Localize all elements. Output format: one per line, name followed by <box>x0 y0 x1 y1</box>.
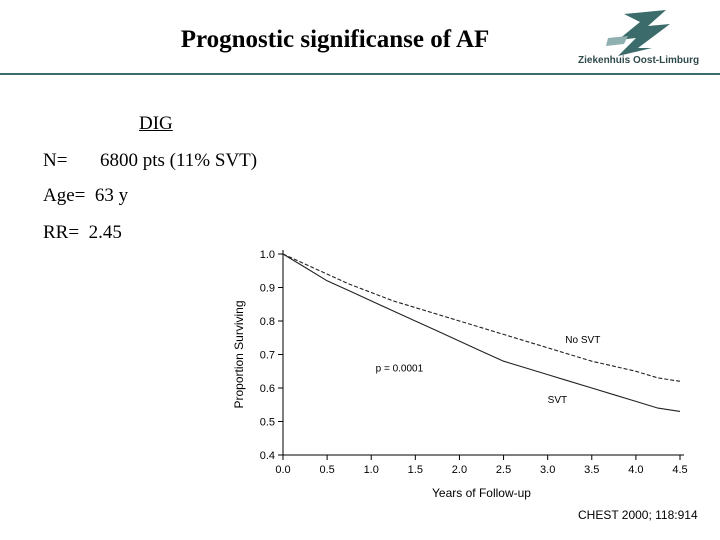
stat-rr: RR= 2.45 <box>43 222 122 244</box>
x-tick-label: 2.5 <box>496 464 511 476</box>
x-tick-label: 3.0 <box>540 464 555 476</box>
stat-age: Age= 63 y <box>43 185 128 207</box>
stat-age-value: 63 y <box>94 185 129 206</box>
study-name: DIG <box>139 113 173 134</box>
p-value-annotation: p = 0.0001 <box>376 363 424 374</box>
series-label-no-svt: No SVT <box>565 335 600 346</box>
x-tick-label: 0.5 <box>319 464 334 476</box>
stat-n-value: 6800 pts (11% SVT) <box>100 150 258 171</box>
logo-name: Ziekenhuis Oost-Limburg <box>578 55 700 66</box>
series-line-no-svt <box>282 253 681 382</box>
citation: CHEST 2000; 118:914 <box>578 508 698 522</box>
x-tick-label: 1.5 <box>408 464 423 476</box>
y-tick-label: 0.8 <box>260 316 275 328</box>
y-tick-label: 0.5 <box>260 417 275 429</box>
y-axis-label: Proportion Surviving <box>232 300 246 408</box>
series-line-svt <box>282 253 681 412</box>
x-tick-label: 2.0 <box>452 464 467 476</box>
y-tick-label: 0.7 <box>260 350 275 362</box>
x-tick-label: 3.5 <box>584 464 599 476</box>
x-axis-label: Years of Follow-up <box>432 486 531 500</box>
hospital-logo-icon <box>606 10 670 56</box>
stat-rr-value: 2.45 <box>88 222 122 243</box>
header-rule <box>0 73 720 75</box>
x-tick-label: 1.0 <box>364 464 379 476</box>
x-tick-label: 4.5 <box>672 464 687 476</box>
stat-rr-label: RR= <box>43 222 80 243</box>
y-tick-label: 0.9 <box>260 283 275 295</box>
series-label-svt: SVT <box>548 395 567 406</box>
survival-chart: 0.4 0.5 0.6 0.7 0.8 0.9 1.0 0.0 0.5 1.0 1.5 2.0 2.5 3… <box>232 249 688 500</box>
stat-n-label: N= <box>43 150 68 171</box>
y-tick-label: 1.0 <box>260 249 275 261</box>
y-tick-label: 0.4 <box>260 450 275 462</box>
x-tick-label: 0.0 <box>275 464 290 476</box>
y-tick-label: 0.6 <box>260 383 275 395</box>
x-tick-label: 4.0 <box>628 464 643 476</box>
slide-title: Prognostic significanse of AF <box>180 26 490 53</box>
stat-age-label: Age= <box>43 185 86 206</box>
